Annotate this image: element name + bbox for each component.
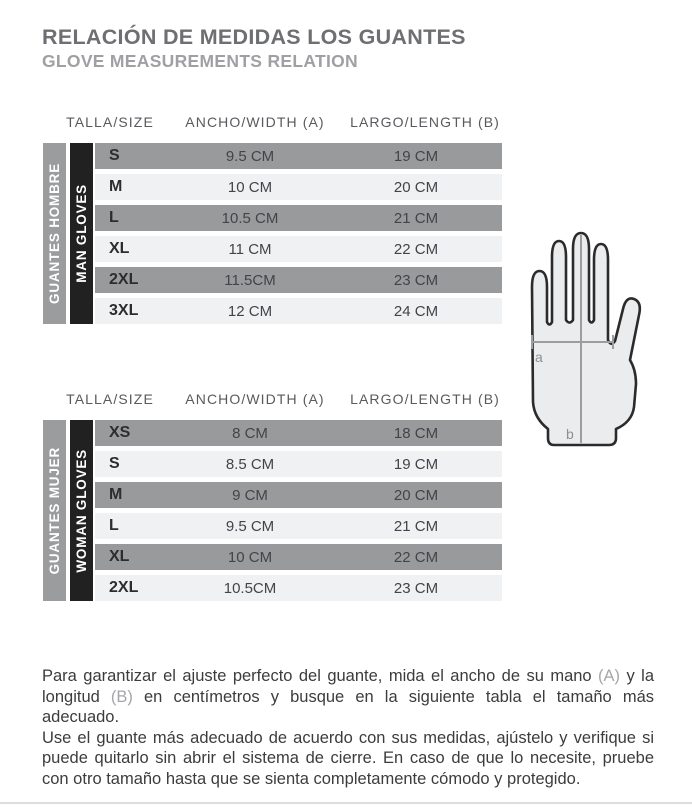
size-cell: M (109, 178, 123, 195)
length-cell: 22 CM (393, 240, 439, 258)
page-subtitle: GLOVE MEASUREMENTS RELATION (42, 51, 358, 71)
fit-instructions: Para garantizar el ajuste perfecto del g… (42, 666, 654, 789)
table-row: 2XL 11.5CM 23 CM (95, 267, 502, 293)
note-text: en centímetros y busque en la siguiente … (42, 687, 654, 727)
column-header-length: LARGO/LENGTH (B) (350, 114, 500, 130)
width-cell: 9.5 CM (225, 517, 275, 535)
table-row: L 9.5 CM 21 CM (95, 513, 502, 539)
size-cell: XL (109, 240, 130, 257)
size-cell: XL (109, 548, 130, 565)
table-row: 3XL 12 CM 24 CM (95, 298, 502, 324)
size-cell: S (109, 455, 120, 472)
page-title: RELACIÓN DE MEDIDAS LOS GUANTES (42, 25, 466, 49)
length-cell: 22 CM (393, 548, 439, 566)
width-cell: 8 CM (232, 424, 268, 442)
width-cell: 10 CM (227, 178, 273, 196)
length-cell: 18 CM (393, 424, 439, 442)
size-cell: L (109, 209, 119, 226)
width-cell: 10 CM (227, 548, 273, 566)
size-cell: XS (109, 424, 131, 441)
fit-instructions-paragraph-1: Para garantizar el ajuste perfecto del g… (42, 666, 654, 728)
size-cell: 3XL (109, 302, 139, 319)
women-table-body: GUANTES MUJER WOMAN GLOVES XS 8 CM 18 CM… (43, 420, 502, 601)
note-text: Para garantizar el ajuste perfecto del g… (42, 667, 599, 685)
length-ref-label: (B) (110, 687, 133, 706)
women-group-label-en: WOMAN GLOVES (70, 420, 93, 601)
length-cell: 23 CM (393, 271, 439, 289)
men-group-label-en: MAN GLOVES (70, 143, 93, 324)
width-cell: 11.5CM (224, 271, 276, 289)
table-row: XL 11 CM 22 CM (95, 236, 502, 262)
table-row: S 9.5 CM 19 CM (95, 143, 502, 169)
length-cell: 20 CM (393, 486, 439, 504)
men-table-rows: S 9.5 CM 19 CM M 10 CM 20 CM L 10.5 CM 2… (95, 143, 502, 324)
column-header-width: ANCHO/WIDTH (A) (185, 391, 325, 407)
table-row: M 9 CM 20 CM (95, 482, 502, 508)
size-cell: 2XL (109, 579, 139, 596)
women-group-label-en-text: WOMAN GLOVES (74, 448, 89, 573)
length-cell: 24 CM (393, 302, 439, 320)
note-text: y la longitud (42, 667, 655, 706)
women-table-column-headers: TALLA/SIZE ANCHO/WIDTH (A) LARGO/LENGTH … (43, 385, 502, 420)
length-cell: 21 CM (393, 517, 439, 535)
width-ref-label: (A) (598, 667, 621, 685)
fit-instructions-paragraph-2: Use el guante más adecuado de acuerdo co… (42, 728, 654, 788)
length-cell: 23 CM (393, 579, 439, 597)
length-cell: 20 CM (393, 178, 439, 196)
length-cell: 19 CM (393, 147, 439, 165)
column-header-width: ANCHO/WIDTH (A) (185, 114, 325, 130)
table-row: S 8.5 CM 19 CM (95, 451, 502, 477)
size-cell: L (109, 517, 119, 534)
table-row: M 10 CM 20 CM (95, 174, 502, 200)
men-group-label-en-text: MAN GLOVES (74, 184, 89, 283)
table-row: XS 8 CM 18 CM (95, 420, 502, 446)
men-table-column-headers: TALLA/SIZE ANCHO/WIDTH (A) LARGO/LENGTH … (43, 108, 502, 143)
table-row: XL 10 CM 22 CM (95, 544, 502, 570)
men-group-label-es: GUANTES HOMBRE (43, 143, 66, 324)
width-cell: 11 CM (228, 240, 272, 258)
women-group-label-es-text: GUANTES MUJER (47, 446, 62, 575)
men-table-body: GUANTES HOMBRE MAN GLOVES S 9.5 CM 19 CM… (43, 143, 502, 324)
table-row: L 10.5 CM 21 CM (95, 205, 502, 231)
width-cell: 8.5 CM (225, 455, 275, 473)
width-cell: 10.5 CM (221, 209, 279, 227)
women-group-label-es: GUANTES MUJER (43, 420, 66, 601)
length-cell: 21 CM (393, 209, 439, 227)
men-group-label-es-text: GUANTES HOMBRE (47, 163, 62, 304)
width-cell: 9.5 CM (225, 147, 275, 165)
length-measure-label: b (566, 426, 574, 442)
length-cell: 19 CM (393, 455, 439, 473)
column-header-size: TALLA/SIZE (66, 391, 154, 407)
size-cell: 2XL (109, 271, 139, 288)
size-cell: S (109, 147, 120, 164)
men-gloves-table: TALLA/SIZE ANCHO/WIDTH (A) LARGO/LENGTH … (43, 108, 502, 324)
hand-measurement-diagram: a b (530, 231, 642, 447)
width-cell: 9 CM (232, 486, 268, 504)
bottom-divider (0, 802, 692, 804)
width-cell: 10.5CM (223, 579, 277, 597)
width-cell: 12 CM (227, 302, 273, 320)
width-measure-label: a (535, 349, 543, 365)
women-gloves-table: TALLA/SIZE ANCHO/WIDTH (A) LARGO/LENGTH … (43, 385, 502, 601)
table-row: 2XL 10.5CM 23 CM (95, 575, 502, 601)
column-header-size: TALLA/SIZE (66, 114, 154, 130)
women-table-rows: XS 8 CM 18 CM S 8.5 CM 19 CM M 9 CM 20 C… (95, 420, 502, 601)
size-cell: M (109, 486, 123, 503)
column-header-length: LARGO/LENGTH (B) (350, 391, 500, 407)
glove-outline (530, 231, 642, 447)
